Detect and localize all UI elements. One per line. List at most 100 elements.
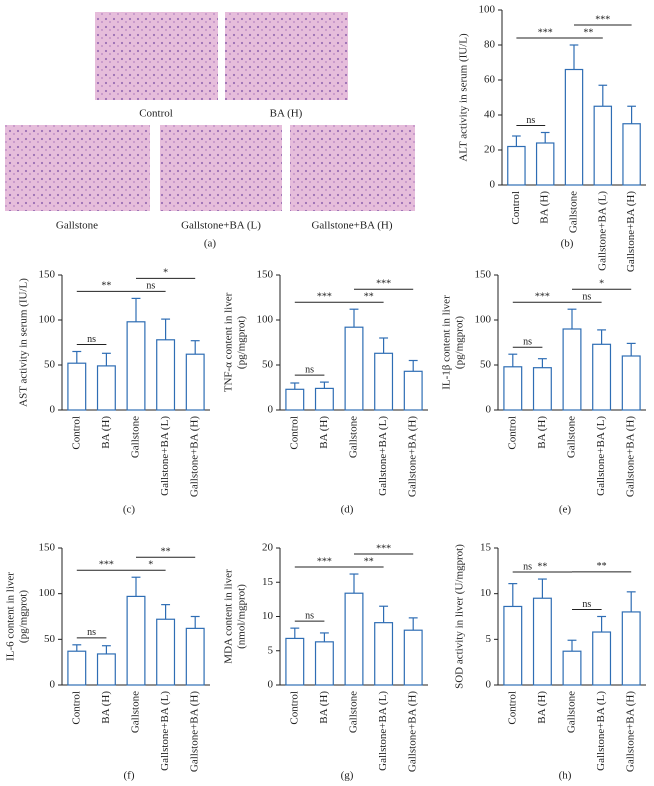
bar (96, 653, 116, 686)
y-tick-label: 150 (257, 269, 274, 281)
x-tick-label: Gallstone+BA (H) (407, 416, 419, 497)
significance-label: ns (582, 599, 591, 610)
image-label: BA (H) (270, 108, 303, 120)
bar (285, 637, 305, 686)
bar (344, 592, 364, 686)
y-tick-label: 100 (39, 587, 56, 599)
x-tick-label: Gallstone+BA (H) (407, 691, 419, 772)
panel-caption: (g) (341, 770, 354, 782)
significance-label: ** (597, 561, 607, 572)
x-tick-label: Gallstone (566, 416, 578, 458)
bar (564, 68, 584, 186)
panel-caption: (e) (559, 504, 572, 516)
y-axis-label: TNF-α content in liver (223, 292, 235, 392)
x-tick-label: Control (510, 191, 522, 225)
bar (403, 370, 423, 411)
y-tick-label: 50 (44, 633, 56, 645)
panel-caption: (f) (124, 770, 135, 782)
bar (314, 641, 334, 686)
significance-label: ns (305, 364, 314, 375)
image-label: Gallstone (56, 220, 98, 232)
significance-label: ns (87, 334, 96, 345)
significance-label: ns (87, 627, 96, 638)
x-tick-label: Gallstone+BA (L) (377, 416, 389, 496)
bar (374, 622, 394, 686)
y-tick-label: 0 (50, 679, 56, 691)
bar (126, 321, 146, 411)
bar (126, 595, 146, 686)
bar (562, 650, 582, 686)
bar (592, 343, 612, 411)
bar (185, 627, 205, 686)
histology-image (225, 12, 348, 100)
x-tick-label: Control (506, 416, 518, 450)
y-tick-label: 150 (475, 269, 492, 281)
y-axis-label: (nmol/mgprot) (236, 584, 248, 649)
bar (344, 326, 364, 411)
bar (314, 387, 334, 411)
y-tick-label: 5 (486, 633, 492, 645)
significance-label: *** (595, 14, 610, 25)
x-tick-label: BA (H) (318, 416, 330, 449)
y-tick-label: 50 (44, 359, 56, 371)
x-tick-label: Control (70, 416, 82, 450)
x-tick-label: Control (288, 691, 300, 725)
histology-image (160, 125, 282, 211)
image-label: Gallstone+BA (H) (311, 220, 392, 232)
x-tick-label: Gallstone+BA (L) (159, 416, 171, 496)
x-tick-label: Gallstone+BA (L) (595, 691, 607, 771)
panel-caption: (b) (561, 238, 574, 250)
x-tick-label: Gallstone+BA (H) (625, 191, 637, 272)
bar (592, 631, 612, 686)
y-tick-label: 60 (484, 74, 496, 86)
y-tick-label: 0 (50, 404, 56, 416)
y-axis-label: AST activity in serum (IU/L) (18, 278, 30, 407)
bar (621, 355, 641, 411)
y-axis-label: IL-1β content in liver (441, 295, 453, 390)
significance-label: *** (317, 556, 332, 567)
x-tick-label: BA (H) (318, 691, 330, 724)
y-axis-label: IL-6 content in liver (5, 572, 17, 661)
y-axis-label: ALT activity in serum (IU/L) (458, 33, 470, 162)
x-tick-label: BA (H) (536, 691, 548, 724)
bar (185, 353, 205, 411)
histology-image (5, 125, 150, 211)
x-tick-label: Gallstone (566, 691, 578, 733)
y-tick-label: 0 (486, 404, 492, 416)
significance-label: ** (537, 561, 547, 572)
image-label: Control (139, 108, 173, 120)
x-tick-label: BA (H) (100, 416, 112, 449)
histology-image (95, 12, 218, 100)
y-tick-label: 100 (257, 314, 274, 326)
significance-label: *** (376, 278, 391, 289)
x-tick-label: Control (288, 416, 300, 450)
x-tick-label: Gallstone+BA (L) (595, 416, 607, 496)
y-tick-label: 40 (484, 109, 496, 121)
panel-caption: (h) (559, 770, 572, 782)
significance-label: ns (146, 281, 155, 292)
panel-a: Control BA (H) Gallstone Gallstone+BA (L… (5, 12, 415, 250)
y-tick-label: 10 (480, 587, 492, 599)
bar (67, 362, 87, 411)
panel-caption: (d) (341, 504, 354, 516)
y-tick-label: 80 (484, 39, 496, 51)
bar (593, 105, 613, 186)
bar (532, 367, 552, 411)
bar (532, 597, 552, 686)
x-tick-label: Gallstone+BA (L) (377, 691, 389, 771)
x-tick-label: Gallstone+BA (H) (625, 416, 637, 497)
y-tick-label: 10 (262, 610, 274, 622)
x-tick-label: BA (H) (100, 691, 112, 724)
significance-label: ns (523, 561, 532, 572)
significance-label: *** (538, 27, 553, 38)
x-tick-label: Gallstone+BA (L) (159, 691, 171, 771)
x-tick-label: Gallstone+BA (H) (189, 691, 201, 772)
image-label: Gallstone+BA (L) (181, 220, 261, 232)
x-tick-label: Control (506, 691, 518, 725)
y-tick-label: 20 (484, 144, 496, 156)
significance-label: * (163, 268, 168, 279)
significance-label: ns (526, 115, 535, 126)
x-tick-label: Gallstone (348, 416, 360, 458)
y-tick-label: 50 (262, 359, 274, 371)
y-tick-label: 0 (486, 679, 492, 691)
